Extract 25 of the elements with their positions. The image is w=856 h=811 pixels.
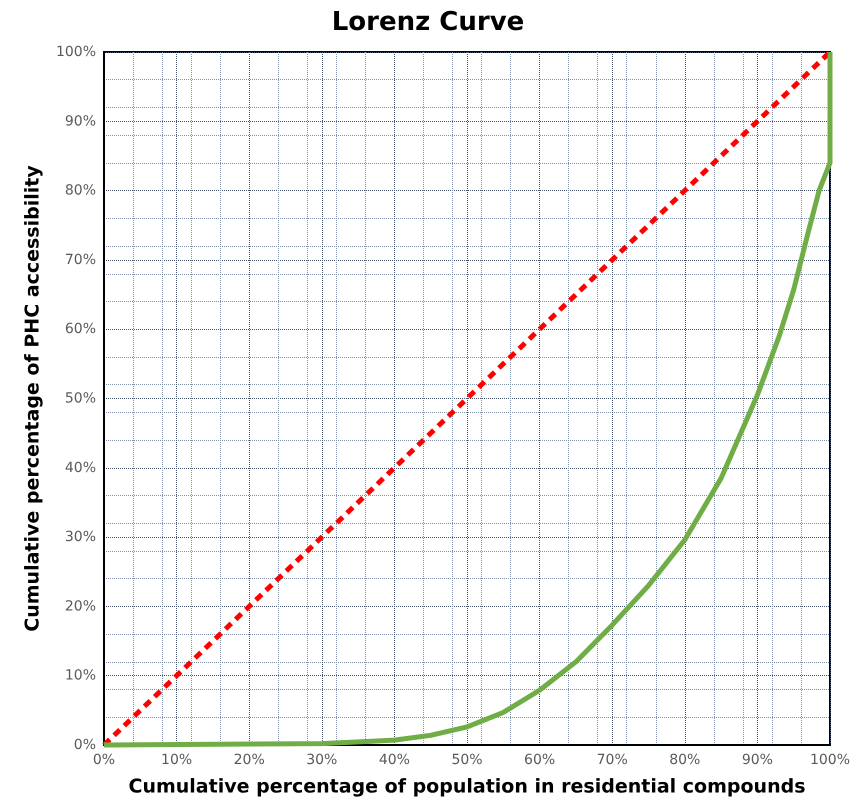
x-tick-label: 90%	[742, 752, 773, 768]
y-tick-label: 10%	[64, 668, 96, 684]
x-tick-label: 100%	[810, 752, 850, 768]
x-tick-label: 60%	[524, 752, 556, 768]
y-tick-label: 50%	[64, 390, 96, 406]
y-tick-label: 80%	[64, 182, 96, 199]
y-tick-label: 30%	[64, 529, 96, 546]
x-tick-label: 0%	[92, 752, 116, 768]
chart-title: Lorenz Curve	[332, 7, 524, 37]
x-tick-label: 70%	[596, 752, 628, 768]
x-tick-label: 50%	[451, 752, 483, 768]
x-tick-label: 10%	[161, 752, 192, 768]
y-tick-label: 100%	[56, 44, 96, 60]
y-tick-label: 20%	[64, 598, 96, 614]
y-axis-title: Cumulative percentage of PHC accessibility	[22, 164, 44, 632]
x-tick-label: 80%	[669, 752, 700, 768]
x-tick-label: 40%	[378, 752, 410, 768]
y-tick-label: 90%	[64, 113, 96, 130]
x-tick-label: 30%	[306, 752, 338, 768]
x-axis-title: Cumulative percentage of population in residential compounds	[128, 776, 806, 798]
y-tick-label: 70%	[64, 252, 96, 268]
y-tick-label: 60%	[64, 321, 96, 338]
y-tick-label: 40%	[64, 460, 96, 476]
x-tick-label: 20%	[234, 752, 265, 768]
y-tick-label: 0%	[74, 737, 96, 753]
